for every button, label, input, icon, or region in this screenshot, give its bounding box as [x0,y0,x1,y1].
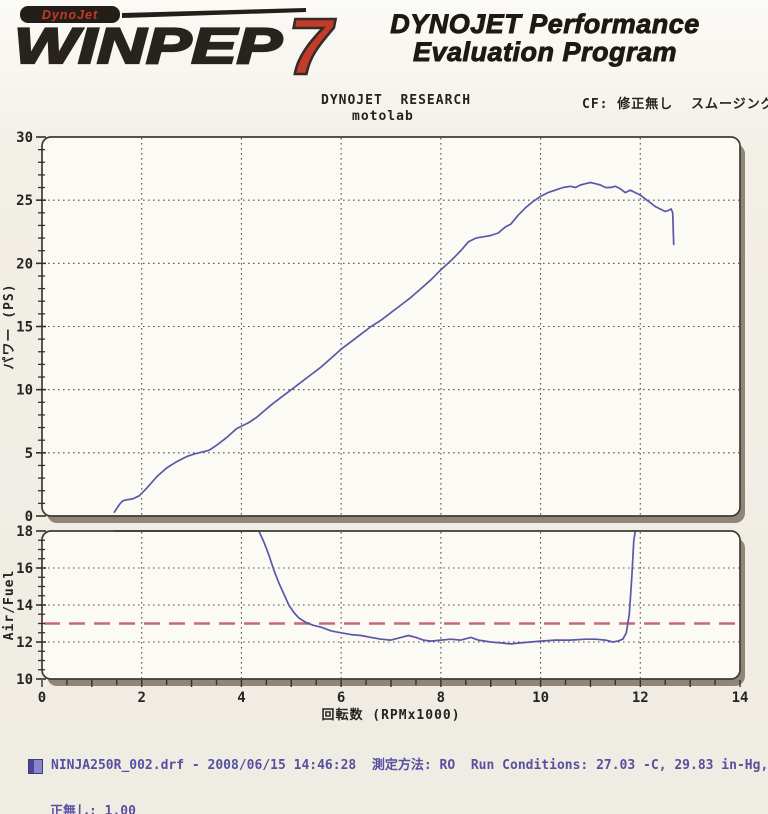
y-tick-label: 15 [16,320,33,336]
power-curve [113,181,675,514]
y-tick-label: 16 [16,561,33,577]
header: DynoJet WINPEP 7 DYNOJET Performance Eva… [13,1,700,90]
subtitle-line1: DYNOJET Performance [390,9,700,39]
x-tick-label: 14 [732,690,749,706]
run-legend-swatch [28,758,43,774]
correction-line: 正無し: 1.00 [50,804,136,814]
x-tick-label: 0 [38,690,46,706]
dynojet-brand-text: DynoJet [42,8,98,22]
speed-bar [122,8,306,18]
y-tick-label: 10 [16,383,33,399]
afr-curve [113,530,637,645]
y-axis-title: パワー (PS) [2,283,17,369]
panel-bg [42,137,740,516]
dynojet-mark [20,6,120,23]
winpep-logo: DynoJet WINPEP 7 [13,1,337,90]
subtitle-line2: Evaluation Program [413,37,677,67]
y-tick-label: 10 [16,672,33,688]
y-tick-label: 0 [25,509,33,525]
panel-bg [42,531,740,679]
cf-smoothing-settings: CF: 修正無し スムージング: 3 [582,97,768,112]
y-tick-label: 30 [16,130,33,146]
x-tick-label: 12 [632,690,649,706]
run-info-block: NINJA250R_002.drf - 2008/06/15 14:46:28 … [28,728,768,814]
x-tick-label: 2 [137,690,145,706]
x-tick-label: 8 [437,690,445,706]
y-tick-label: 12 [16,635,33,651]
y-axis-title: Air/Fuel [2,570,17,641]
x-tick-label: 10 [532,690,549,706]
facility-title: DYNOJET RESEARCH [321,93,472,108]
run-info-text: NINJA250R_002.drf - 2008/06/15 14:46:28 … [51,758,768,774]
logo-winpep-text: WINPEP [14,18,283,74]
charts-svg: 0 5 10 15 20 25 30 パワー (PS) 10 12 14 16 18 Air/Fuel 0 2… [2,130,749,722]
x-tick-label: 6 [337,690,345,706]
y-tick-label: 20 [16,256,33,272]
y-tick-label: 5 [25,446,33,462]
x-tick-label: 4 [237,690,245,706]
operator-name: motolab [352,109,414,124]
y-tick-label: 25 [16,193,33,209]
logo-seven: 7 [288,2,336,90]
run-info-line: NINJA250R_002.drf - 2008/06/15 14:46:28 … [28,758,768,774]
y-tick-label: 14 [16,598,33,614]
x-axis-title: 回転数 (RPMx1000) [321,707,460,722]
y-tick-label: 18 [16,524,33,540]
